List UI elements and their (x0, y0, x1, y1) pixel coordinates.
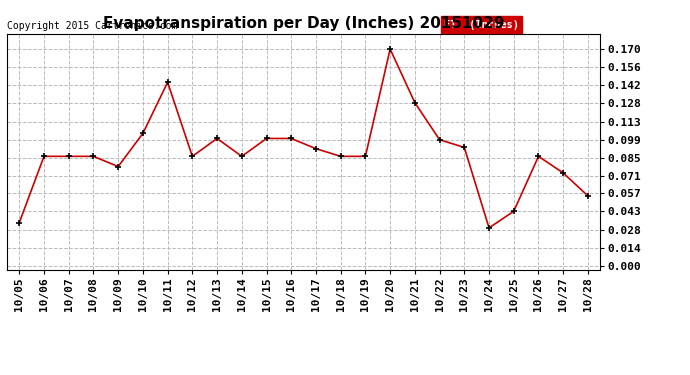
Text: Copyright 2015 Cartronics.com: Copyright 2015 Cartronics.com (7, 21, 177, 32)
Title: Evapotranspiration per Day (Inches) 20151029: Evapotranspiration per Day (Inches) 2015… (103, 16, 504, 31)
Text: ET  (Inches): ET (Inches) (444, 20, 519, 30)
